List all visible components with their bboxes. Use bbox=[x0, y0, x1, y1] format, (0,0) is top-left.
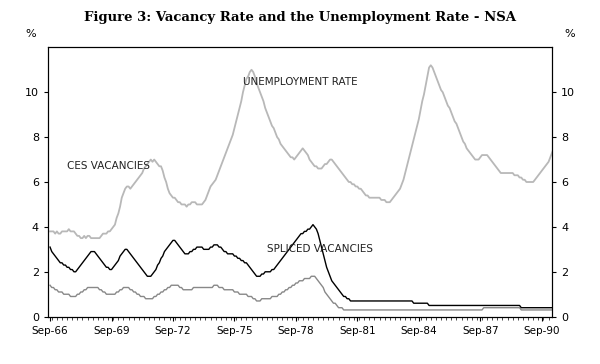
Text: %: % bbox=[25, 29, 36, 39]
Text: Figure 3: Vacancy Rate and the Unemployment Rate - NSA: Figure 3: Vacancy Rate and the Unemploym… bbox=[84, 11, 516, 24]
Text: SPLICED VACANCIES: SPLICED VACANCIES bbox=[267, 244, 373, 254]
Text: %: % bbox=[564, 29, 575, 39]
Text: UNEMPLOYMENT RATE: UNEMPLOYMENT RATE bbox=[242, 77, 358, 87]
Text: CES VACANCIES: CES VACANCIES bbox=[67, 161, 150, 171]
